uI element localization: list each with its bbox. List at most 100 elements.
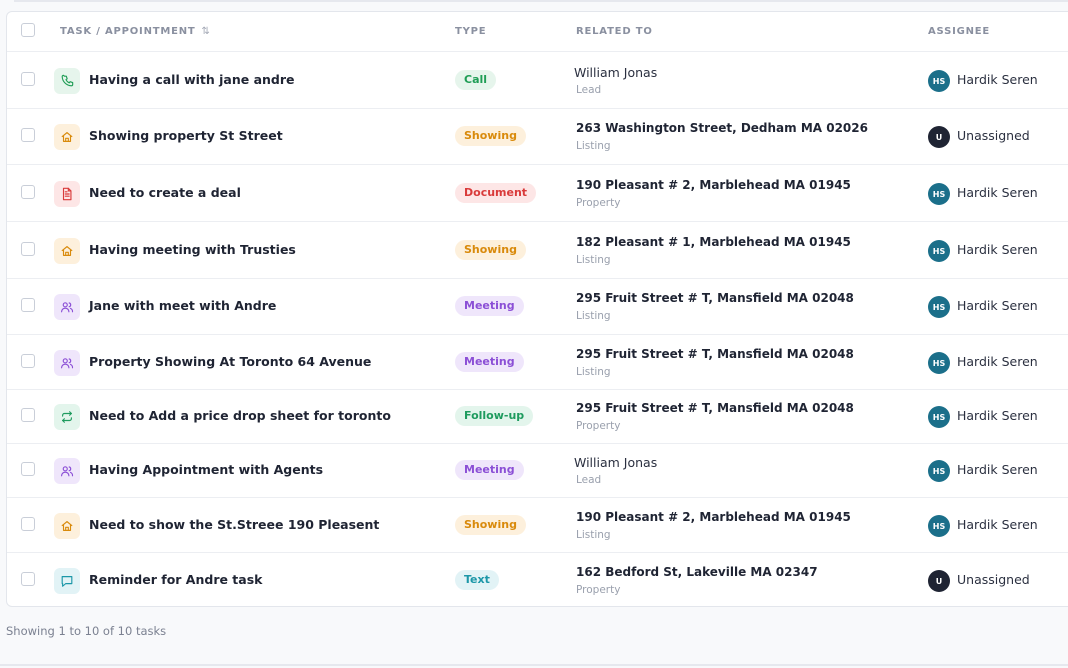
- phone-icon: [54, 68, 80, 94]
- avatar: HS: [928, 183, 950, 205]
- pagination-summary: Showing 1 to 10 of 10 tasks: [6, 624, 167, 638]
- table-row[interactable]: Jane with meet with Andre Meeting 295 Fr…: [7, 279, 1068, 335]
- tasks-table: TASK / APPOINTMENT ⇅ TYPE RELATED TO ASSI…: [6, 11, 1068, 607]
- related-title[interactable]: 190 Pleasant # 2, Marblehead MA 01945: [576, 510, 851, 524]
- table-row[interactable]: Property Showing At Toronto 64 Avenue Me…: [7, 335, 1068, 390]
- table-row[interactable]: Having Appointment with Agents Meeting W…: [7, 444, 1068, 498]
- home-icon: [54, 513, 80, 539]
- row-checkbox[interactable]: [21, 298, 35, 312]
- task-title[interactable]: Showing property St Street: [89, 128, 283, 143]
- column-header-task[interactable]: TASK / APPOINTMENT ⇅: [60, 26, 210, 37]
- task-title[interactable]: Need to Add a price drop sheet for toron…: [89, 408, 391, 423]
- avatar: HS: [928, 515, 950, 537]
- home-icon: [54, 124, 80, 150]
- assignee-name[interactable]: Hardik Seren: [957, 242, 1038, 257]
- column-header-type: TYPE: [455, 26, 487, 37]
- table-row[interactable]: Need to create a deal Document 190 Pleas…: [7, 165, 1068, 222]
- type-badge: Meeting: [455, 296, 524, 316]
- type-badge: Showing: [455, 126, 526, 146]
- related-title[interactable]: 162 Bedford St, Lakeville MA 02347: [576, 565, 818, 579]
- assignee-name[interactable]: Hardik Seren: [957, 462, 1038, 477]
- related-type: Listing: [576, 310, 611, 322]
- table-row[interactable]: Having a call with jane andre Call Willi…: [7, 52, 1068, 109]
- assignee-name[interactable]: Hardik Seren: [957, 354, 1038, 369]
- related-type: Listing: [576, 529, 611, 541]
- table-row[interactable]: Need to Add a price drop sheet for toron…: [7, 390, 1068, 444]
- task-title[interactable]: Need to create a deal: [89, 185, 241, 200]
- document-icon: [54, 181, 80, 207]
- type-badge: Meeting: [455, 460, 524, 480]
- type-badge: Showing: [455, 240, 526, 260]
- related-title[interactable]: 263 Washington Street, Dedham MA 02026: [576, 121, 868, 135]
- assignee-name[interactable]: Hardik Seren: [957, 298, 1038, 313]
- table-row[interactable]: Having meeting with Trusties Showing 182…: [7, 222, 1068, 279]
- table-row[interactable]: Reminder for Andre task Text 162 Bedford…: [7, 553, 1068, 606]
- avatar: HS: [928, 460, 950, 482]
- related-title[interactable]: William Jonas: [574, 65, 658, 80]
- row-checkbox[interactable]: [21, 185, 35, 199]
- type-badge: Follow-up: [455, 406, 534, 426]
- assignee-name[interactable]: Unassigned: [957, 572, 1030, 587]
- type-badge: Meeting: [455, 352, 524, 372]
- task-title[interactable]: Need to show the St.Streee 190 Pleasent: [89, 517, 380, 532]
- related-title[interactable]: William Jonas: [574, 455, 658, 470]
- task-title[interactable]: Having Appointment with Agents: [89, 462, 324, 477]
- task-title[interactable]: Having a call with jane andre: [89, 72, 295, 87]
- related-type: Lead: [576, 474, 602, 486]
- avatar: U: [928, 570, 950, 592]
- task-title[interactable]: Having meeting with Trusties: [89, 242, 296, 257]
- related-title[interactable]: 295 Fruit Street # T, Mansfield MA 02048: [576, 401, 854, 415]
- home-icon: [54, 238, 80, 264]
- type-badge: Document: [455, 183, 537, 203]
- avatar: HS: [928, 406, 950, 428]
- select-all-checkbox[interactable]: [21, 23, 35, 37]
- row-checkbox[interactable]: [21, 408, 35, 422]
- avatar: HS: [928, 296, 950, 318]
- related-type: Lead: [576, 84, 602, 96]
- avatar: HS: [928, 352, 950, 374]
- type-badge: Showing: [455, 515, 526, 535]
- row-checkbox[interactable]: [21, 462, 35, 476]
- row-checkbox[interactable]: [21, 517, 35, 531]
- related-type: Property: [576, 420, 621, 432]
- top-divider: [14, 0, 1068, 2]
- row-checkbox[interactable]: [21, 72, 35, 86]
- avatar: HS: [928, 70, 950, 92]
- bottom-divider: [0, 664, 1068, 666]
- row-checkbox[interactable]: [21, 572, 35, 586]
- message-icon: [54, 568, 80, 594]
- assignee-name[interactable]: Hardik Seren: [957, 72, 1038, 87]
- type-badge: Text: [455, 570, 499, 590]
- users-icon: [54, 458, 80, 484]
- related-type: Property: [576, 584, 621, 596]
- related-title[interactable]: 182 Pleasant # 1, Marblehead MA 01945: [576, 235, 851, 249]
- assignee-name[interactable]: Hardik Seren: [957, 185, 1038, 200]
- users-icon: [54, 350, 80, 376]
- related-type: Property: [576, 197, 621, 209]
- column-header-related: RELATED TO: [576, 26, 653, 37]
- table-header: TASK / APPOINTMENT ⇅ TYPE RELATED TO ASSI…: [7, 12, 1068, 52]
- task-title[interactable]: Reminder for Andre task: [89, 572, 263, 587]
- users-icon: [54, 294, 80, 320]
- related-title[interactable]: 295 Fruit Street # T, Mansfield MA 02048: [576, 291, 854, 305]
- avatar: HS: [928, 240, 950, 262]
- task-title[interactable]: Jane with meet with Andre: [89, 298, 277, 313]
- related-type: Listing: [576, 366, 611, 378]
- assignee-name[interactable]: Hardik Seren: [957, 517, 1038, 532]
- table-row[interactable]: Showing property St Street Showing 263 W…: [7, 109, 1068, 165]
- related-type: Listing: [576, 140, 611, 152]
- related-title[interactable]: 190 Pleasant # 2, Marblehead MA 01945: [576, 178, 851, 192]
- repeat-icon: [54, 404, 80, 430]
- column-header-assignee: ASSIGNEE: [928, 26, 991, 37]
- assignee-name[interactable]: Hardik Seren: [957, 408, 1038, 423]
- row-checkbox[interactable]: [21, 242, 35, 256]
- task-title[interactable]: Property Showing At Toronto 64 Avenue: [89, 354, 372, 369]
- row-checkbox[interactable]: [21, 354, 35, 368]
- assignee-name[interactable]: Unassigned: [957, 128, 1030, 143]
- table-row[interactable]: Need to show the St.Streee 190 Pleasent …: [7, 498, 1068, 553]
- row-checkbox[interactable]: [21, 128, 35, 142]
- avatar: U: [928, 126, 950, 148]
- related-title[interactable]: 295 Fruit Street # T, Mansfield MA 02048: [576, 347, 854, 361]
- sort-arrows-icon[interactable]: ⇅: [201, 26, 210, 37]
- related-type: Listing: [576, 254, 611, 266]
